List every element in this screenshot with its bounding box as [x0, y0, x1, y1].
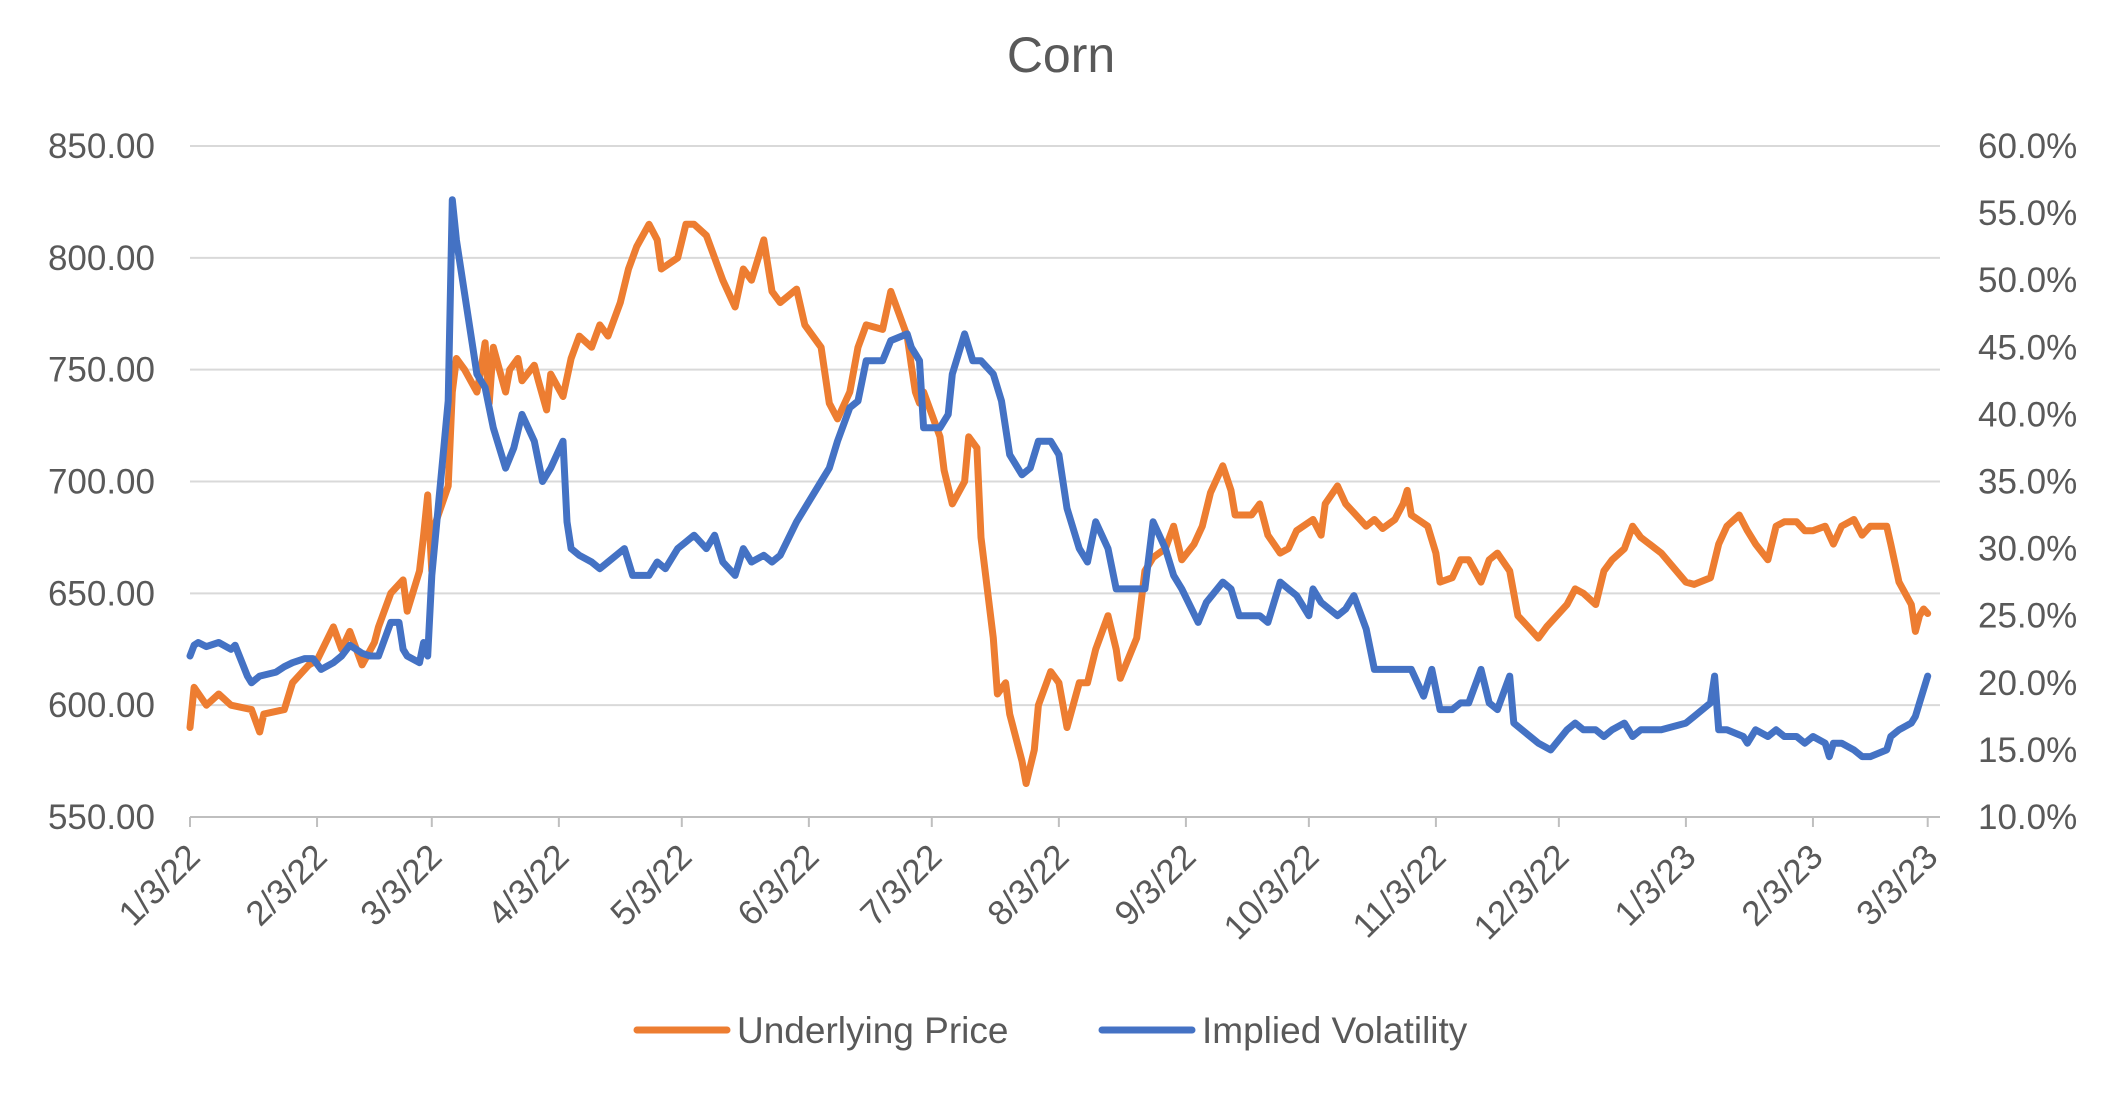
- left-tick-label: 800.00: [48, 239, 155, 278]
- right-tick-label: 15.0%: [1978, 731, 2077, 770]
- right-tick-label: 10.0%: [1978, 798, 2077, 837]
- x-tick-label: 10/3/22: [1216, 837, 1326, 947]
- series-line-implied-volatility: [186, 196, 1932, 761]
- left-tick-label: 550.00: [48, 798, 155, 837]
- right-tick-label: 60.0%: [1978, 127, 2077, 166]
- chart-title: Corn: [1007, 27, 1115, 83]
- x-tick-label: 4/3/22: [480, 837, 576, 933]
- left-tick-label: 650.00: [48, 574, 155, 613]
- right-axis-ticks: 10.0% 15.0% 20.0% 25.0% 30.0% 35.0% 40.0% 45.0%…: [1978, 127, 2077, 837]
- right-tick-label: 50.0%: [1978, 261, 2077, 300]
- right-tick-label: 20.0%: [1978, 664, 2077, 703]
- x-tick-label: 8/3/22: [980, 837, 1076, 933]
- x-tick-label: 9/3/22: [1107, 837, 1203, 933]
- series-layer: [186, 196, 1932, 787]
- right-tick-label: 30.0%: [1978, 530, 2077, 569]
- x-tick-label: 7/3/22: [853, 837, 949, 933]
- right-tick-label: 40.0%: [1978, 395, 2077, 434]
- x-tick-label: 1/3/23: [1607, 837, 1703, 933]
- legend: Underlying Price Implied Volatility: [633, 1010, 1468, 1051]
- x-tick-label: 2/3/23: [1734, 837, 1830, 933]
- x-axis: 1/3/22 2/3/22 3/3/22 4/3/22 5/3/22 6/3/22 7/3/…: [111, 816, 1945, 947]
- right-tick-label: 25.0%: [1978, 597, 2077, 636]
- x-tick-label: 1/3/22: [111, 837, 207, 933]
- x-tick-label: 11/3/22: [1345, 837, 1453, 945]
- legend-label: Implied Volatility: [1202, 1010, 1468, 1051]
- x-tick-label: 6/3/22: [730, 837, 826, 933]
- x-tick-label: 12/3/22: [1466, 837, 1576, 947]
- x-tick-label: 3/3/23: [1849, 837, 1945, 933]
- right-tick-label: 35.0%: [1978, 463, 2077, 502]
- x-tick-label: 3/3/22: [353, 837, 449, 933]
- legend-label: Underlying Price: [737, 1010, 1008, 1051]
- left-tick-label: 600.00: [48, 686, 155, 725]
- x-tick-label: 5/3/22: [603, 837, 699, 933]
- series-line-underlying-price: [186, 220, 1932, 787]
- left-axis-ticks: 550.00 600.00 650.00 700.00 750.00 800.00 850.…: [48, 127, 155, 837]
- x-tick-label: 2/3/22: [238, 837, 334, 933]
- right-tick-label: 45.0%: [1978, 328, 2077, 367]
- left-tick-label: 850.00: [48, 127, 155, 166]
- left-tick-label: 700.00: [48, 463, 155, 502]
- right-tick-label: 55.0%: [1978, 194, 2077, 233]
- left-tick-label: 750.00: [48, 351, 155, 390]
